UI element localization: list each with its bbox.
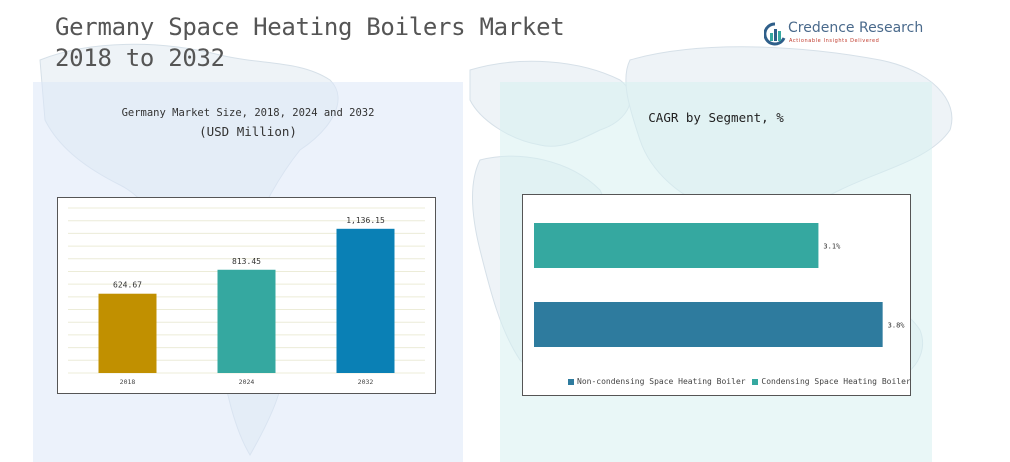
hbar-condensing <box>534 223 819 268</box>
legend-label-non-condensing: Non-condensing Space Heating Boiler <box>577 377 746 386</box>
legend-label-condensing: Condensing Space Heating Boiler <box>761 377 911 386</box>
market-size-chart-subtitle: (USD Million) <box>199 124 297 139</box>
hbar-non-condensing <box>534 302 883 347</box>
cagr-chart-title: CAGR by Segment, % <box>648 110 784 125</box>
market-size-bar-svg: 624.67 2018 813.45 2024 1,136.15 2032 <box>68 207 425 386</box>
legend-swatch-condensing <box>752 378 759 385</box>
bar-2018 <box>98 293 157 373</box>
page-title: Germany Space Heating Boilers Market 201… <box>55 12 565 74</box>
cagr-bar-chart: 3.1% 3.8% <box>522 194 911 396</box>
data-label-2024: 813.45 <box>232 257 261 266</box>
data-label-condensing: 3.1% <box>823 243 841 251</box>
x-tick-label-2032: 2032 <box>358 378 374 386</box>
bar-2024 <box>217 269 276 373</box>
logo-tagline: Actionable Insights Delivered <box>789 38 880 44</box>
market-size-bar-chart: 624.67 2018 813.45 2024 1,136.15 2032 <box>57 197 436 394</box>
credence-research-logo: Credence Research Actionable Insights De… <box>764 20 923 48</box>
logo-mark-icon <box>764 22 786 46</box>
bar-2032 <box>336 228 395 373</box>
cagr-bar-svg: 3.1% 3.8% <box>534 223 906 347</box>
data-label-2018: 624.67 <box>113 281 142 290</box>
data-label-non-condensing: 3.8% <box>888 322 906 330</box>
cagr-legend: Non-condensing Space Heating Boiler Cond… <box>568 377 913 386</box>
x-tick-label-2024: 2024 <box>239 378 255 386</box>
title-line-1: Germany Space Heating Boilers Market <box>55 13 565 41</box>
legend-swatch-non-condensing <box>568 378 574 385</box>
data-label-2032: 1,136.15 <box>346 216 385 225</box>
legend-item-non-condensing: Non-condensing Space Heating Boiler <box>568 377 746 386</box>
legend-item-condensing: Condensing Space Heating Boiler <box>752 377 911 386</box>
x-tick-label-2018: 2018 <box>120 378 136 386</box>
market-size-chart-title: Germany Market Size, 2018, 2024 and 2032 <box>121 107 375 119</box>
title-line-2: 2018 to 2032 <box>55 44 225 72</box>
logo-brand-text: Credence Research <box>788 20 924 36</box>
